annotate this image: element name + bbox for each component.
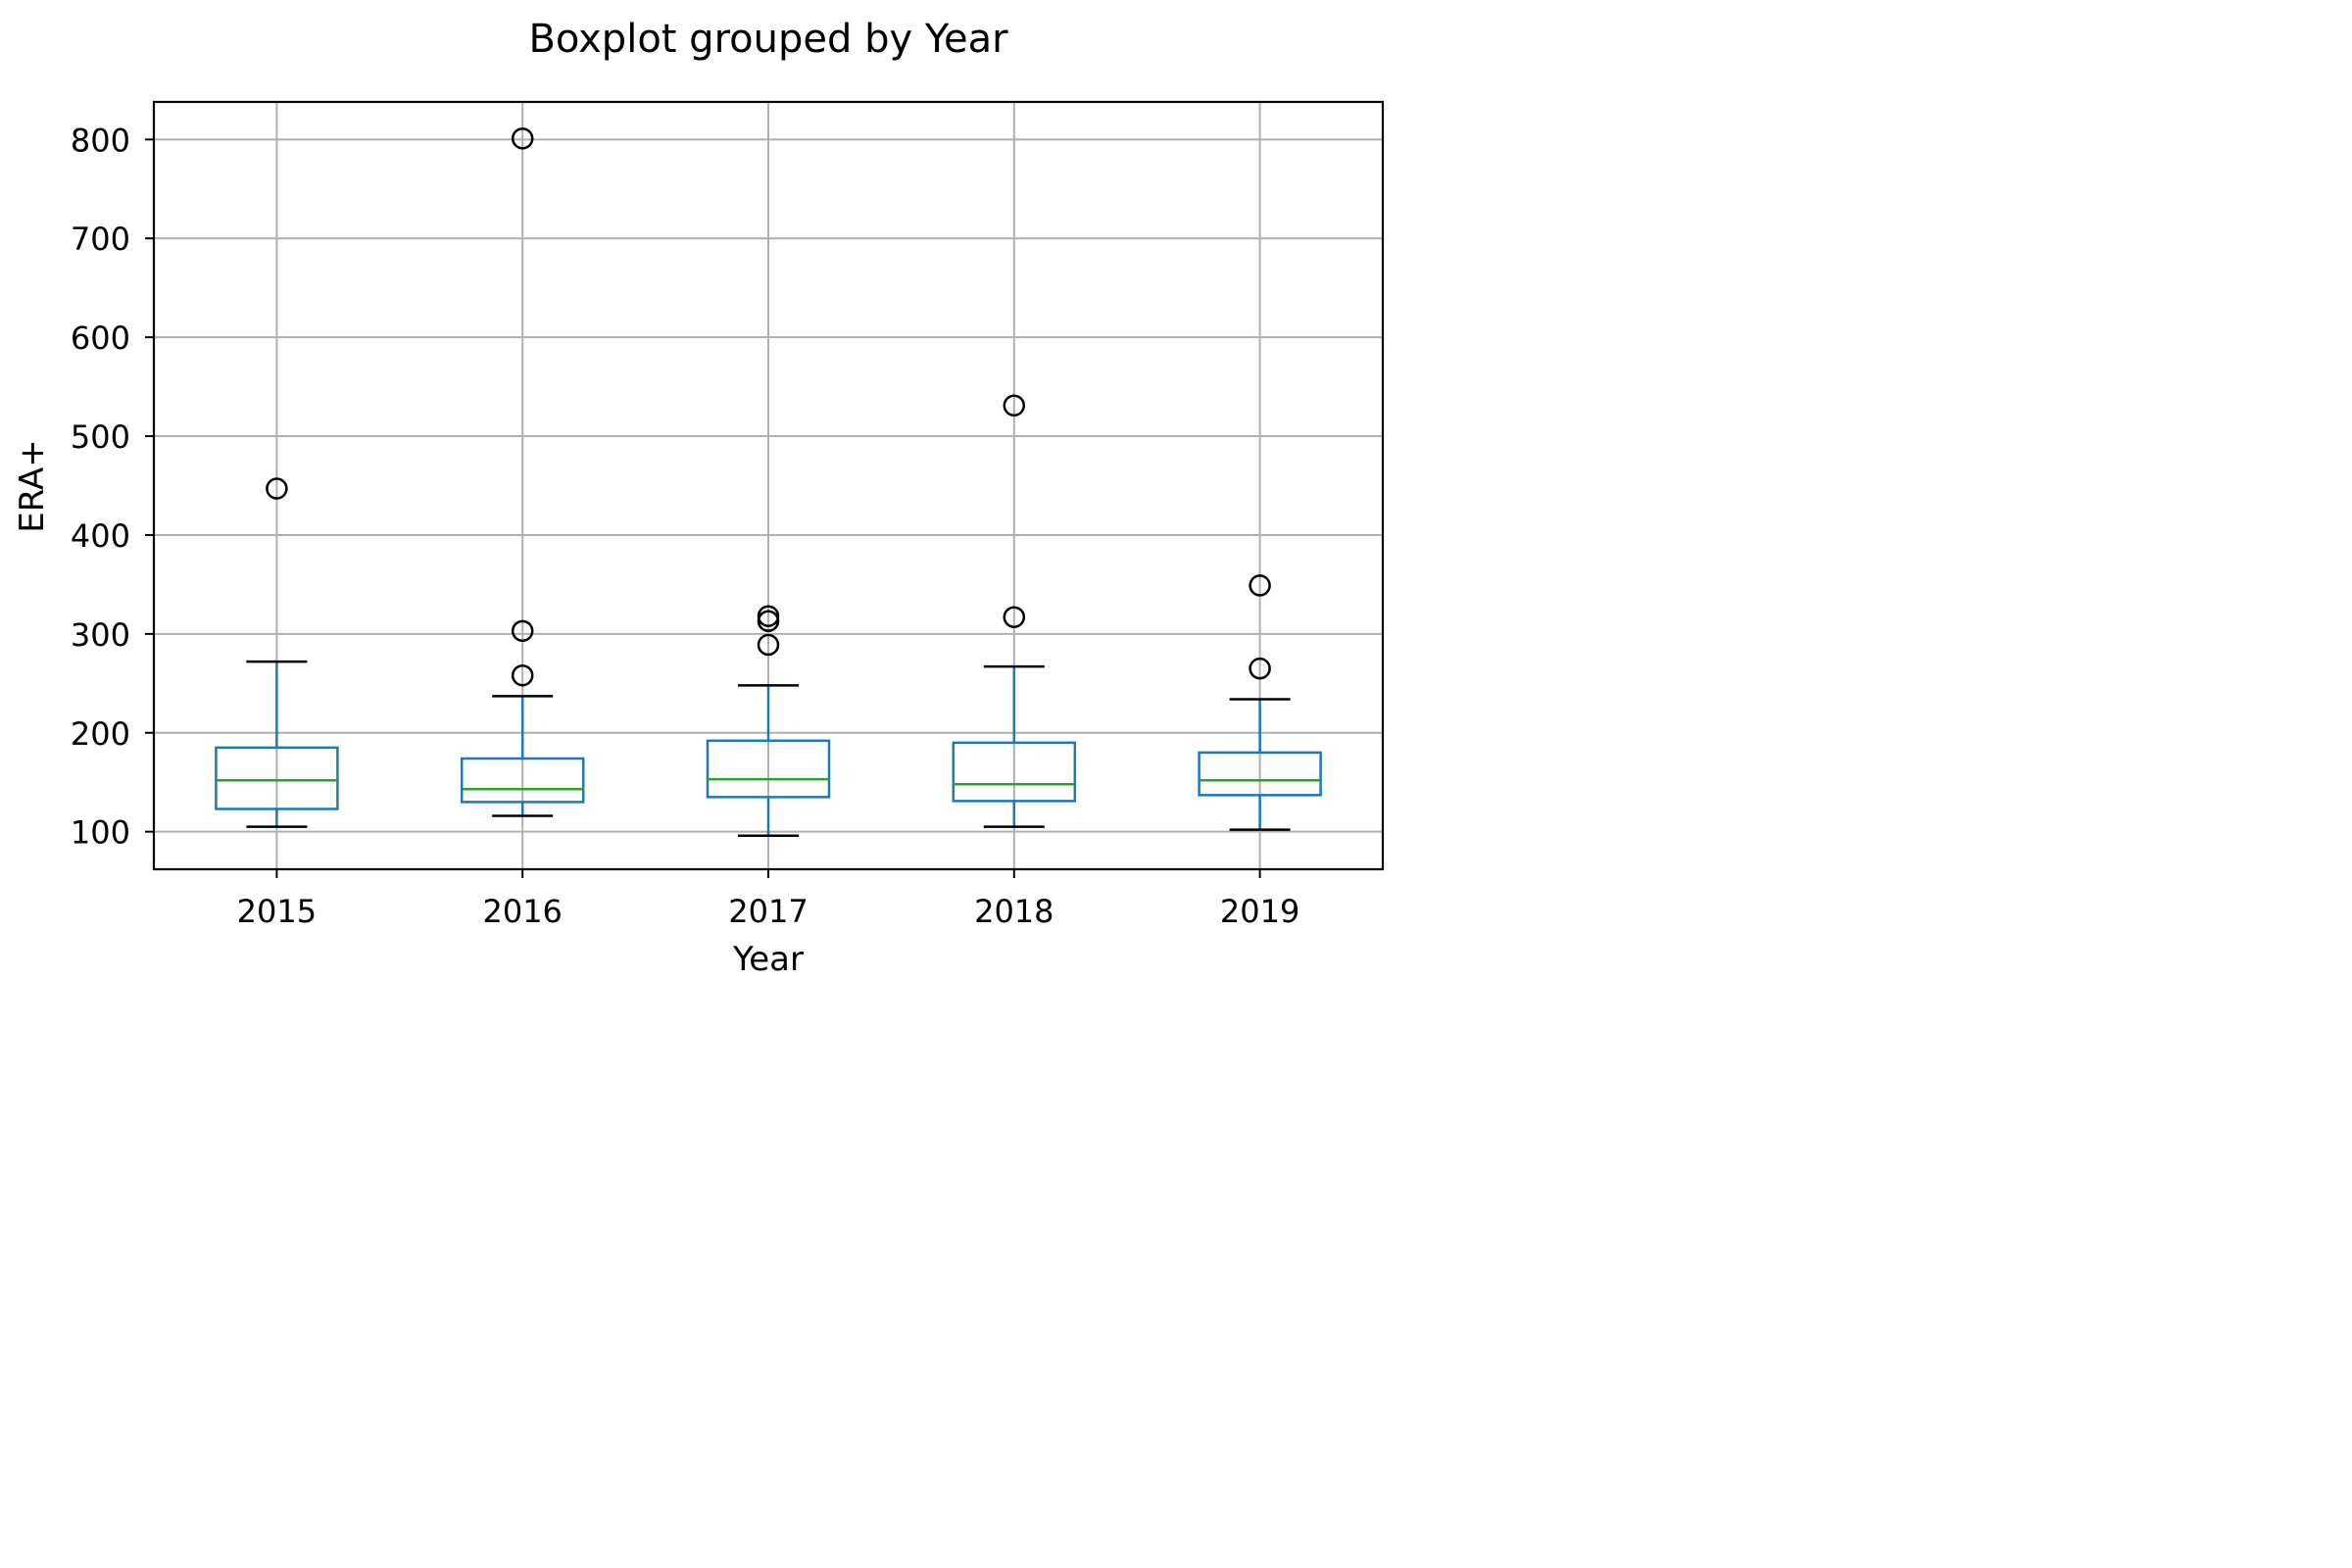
outlier-point [511, 663, 534, 687]
outlier-point [1003, 394, 1026, 417]
box-group [706, 605, 831, 837]
iqr-box [952, 741, 1077, 803]
iqr-box [1198, 751, 1322, 797]
box-group [1198, 574, 1322, 831]
outlier-point [266, 477, 288, 500]
box-group [952, 394, 1077, 828]
outlier-point [1249, 574, 1271, 597]
x-tick-label: 2016 [482, 893, 562, 930]
y-tick-label: 200 [71, 715, 130, 753]
y-axis-label: ERA+ [13, 439, 52, 532]
y-tick-label: 300 [71, 616, 130, 654]
outlier-point [511, 127, 534, 150]
y-tick-label: 500 [71, 418, 130, 456]
x-tick-label: 2019 [1220, 893, 1299, 930]
outlier-point [757, 605, 780, 627]
iqr-box [460, 757, 585, 804]
y-tick-label: 400 [71, 517, 130, 555]
y-tick-label: 700 [71, 220, 130, 258]
boxes [215, 127, 1322, 837]
x-tick-label: 2018 [974, 893, 1054, 930]
y-tick-label: 600 [71, 319, 130, 357]
axis-ticks: 100 200 300 400 500 600 700 800 2015 2016 2017 2018… [71, 122, 1299, 930]
outlier-point [1249, 657, 1271, 680]
iqr-box [706, 739, 831, 799]
box-group [215, 477, 339, 828]
chart-title: Boxplot grouped by Year [528, 17, 1008, 62]
boxplot-chart: Boxplot grouped by Year 100 200 300 400 500 6… [13, 17, 1385, 979]
iqr-box [215, 746, 339, 810]
box-group [460, 127, 585, 817]
x-tick-label: 2017 [728, 893, 808, 930]
outlier-point [1003, 606, 1026, 628]
y-tick-label: 800 [71, 122, 130, 159]
x-tick-label: 2015 [237, 893, 317, 930]
x-axis-label: Year [732, 940, 804, 979]
outlier-point [511, 619, 534, 643]
outlier-point [757, 633, 780, 657]
y-tick-label: 100 [71, 814, 130, 852]
